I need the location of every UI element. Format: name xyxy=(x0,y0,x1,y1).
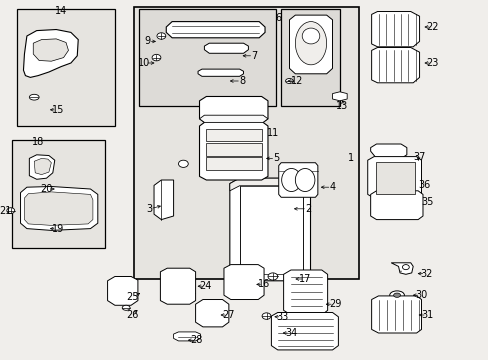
Polygon shape xyxy=(173,332,200,341)
Text: 24: 24 xyxy=(199,281,211,291)
Bar xyxy=(134,7,359,279)
Ellipse shape xyxy=(285,78,293,84)
Ellipse shape xyxy=(267,273,277,280)
Text: 6: 6 xyxy=(275,13,281,23)
Bar xyxy=(139,9,276,106)
Polygon shape xyxy=(371,296,421,333)
Polygon shape xyxy=(224,265,264,300)
Text: 19: 19 xyxy=(51,224,64,234)
Text: 23: 23 xyxy=(426,58,438,68)
Text: 3: 3 xyxy=(146,204,152,214)
Polygon shape xyxy=(160,268,195,304)
Polygon shape xyxy=(20,186,98,230)
Text: 26: 26 xyxy=(125,310,138,320)
Polygon shape xyxy=(229,178,310,281)
Polygon shape xyxy=(289,15,332,74)
Polygon shape xyxy=(239,186,303,274)
Text: 27: 27 xyxy=(222,310,235,320)
Ellipse shape xyxy=(122,305,130,310)
Text: 33: 33 xyxy=(276,312,288,322)
Text: 31: 31 xyxy=(421,310,433,320)
Polygon shape xyxy=(195,300,228,327)
Text: 37: 37 xyxy=(412,152,425,162)
Polygon shape xyxy=(154,180,173,220)
Text: 12: 12 xyxy=(290,76,303,86)
Text: 13: 13 xyxy=(335,101,348,111)
Text: 18: 18 xyxy=(32,137,44,147)
Ellipse shape xyxy=(402,265,408,270)
Polygon shape xyxy=(332,92,346,101)
Ellipse shape xyxy=(393,293,400,297)
Polygon shape xyxy=(371,48,419,83)
Polygon shape xyxy=(204,43,248,53)
Text: 4: 4 xyxy=(329,182,335,192)
Polygon shape xyxy=(29,155,55,179)
Text: 5: 5 xyxy=(273,153,279,163)
Ellipse shape xyxy=(262,313,270,319)
Text: 25: 25 xyxy=(125,292,138,302)
Text: 17: 17 xyxy=(299,274,311,284)
Text: 35: 35 xyxy=(421,197,433,207)
Text: 34: 34 xyxy=(284,328,297,338)
Polygon shape xyxy=(206,129,261,141)
Ellipse shape xyxy=(178,160,188,167)
Polygon shape xyxy=(33,39,68,61)
Ellipse shape xyxy=(157,33,165,39)
Text: 36: 36 xyxy=(417,180,430,190)
Text: 7: 7 xyxy=(251,51,257,61)
Polygon shape xyxy=(107,276,138,305)
Ellipse shape xyxy=(302,28,319,44)
Text: 30: 30 xyxy=(414,290,427,300)
Bar xyxy=(12,140,105,248)
Text: 29: 29 xyxy=(328,299,341,309)
Text: 28: 28 xyxy=(190,335,203,345)
Ellipse shape xyxy=(389,291,404,300)
Polygon shape xyxy=(370,144,406,158)
Ellipse shape xyxy=(7,208,15,213)
Text: 20: 20 xyxy=(40,184,53,194)
Polygon shape xyxy=(283,270,327,315)
Text: 9: 9 xyxy=(144,36,150,46)
Polygon shape xyxy=(199,96,267,180)
Ellipse shape xyxy=(295,22,326,65)
Polygon shape xyxy=(23,30,78,77)
Polygon shape xyxy=(375,162,414,194)
Polygon shape xyxy=(278,163,317,197)
Polygon shape xyxy=(371,12,419,47)
Polygon shape xyxy=(271,312,338,350)
Polygon shape xyxy=(206,157,261,170)
Polygon shape xyxy=(199,115,267,122)
Polygon shape xyxy=(206,143,261,156)
Ellipse shape xyxy=(152,54,161,61)
Bar xyxy=(281,9,339,106)
Text: 16: 16 xyxy=(257,279,270,289)
Ellipse shape xyxy=(281,168,301,192)
Polygon shape xyxy=(370,191,422,220)
Polygon shape xyxy=(24,192,93,225)
Text: 1: 1 xyxy=(347,153,353,163)
Polygon shape xyxy=(166,22,264,38)
Polygon shape xyxy=(34,158,51,175)
Text: 10: 10 xyxy=(138,58,150,68)
Text: 11: 11 xyxy=(266,128,279,138)
Text: 22: 22 xyxy=(426,22,438,32)
Text: 21: 21 xyxy=(0,206,12,216)
Polygon shape xyxy=(367,157,421,198)
Text: 2: 2 xyxy=(305,204,310,214)
Polygon shape xyxy=(229,178,310,191)
Text: 14: 14 xyxy=(55,6,67,16)
Text: 8: 8 xyxy=(239,76,244,86)
Ellipse shape xyxy=(295,168,314,192)
Text: 32: 32 xyxy=(419,269,432,279)
Bar xyxy=(17,9,115,126)
Polygon shape xyxy=(390,263,412,274)
Text: 15: 15 xyxy=(51,105,64,115)
Polygon shape xyxy=(198,69,243,76)
Ellipse shape xyxy=(29,94,39,100)
